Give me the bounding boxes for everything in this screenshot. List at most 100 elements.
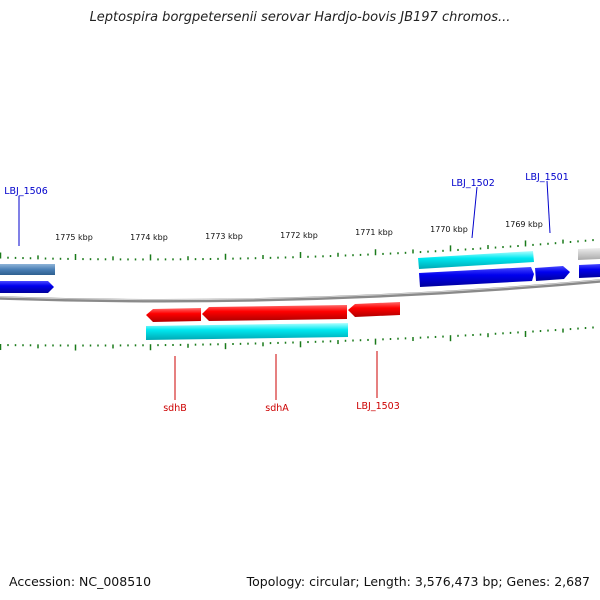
minor-tick xyxy=(397,252,399,255)
minor-tick xyxy=(344,339,347,342)
accession-text: Accession: NC_008510 xyxy=(9,574,152,589)
gene-label-lbj1501[interactable]: LBJ_1501 xyxy=(525,172,569,234)
minor-tick xyxy=(239,342,242,345)
major-tick xyxy=(299,341,302,348)
major-tick xyxy=(0,252,2,259)
minor-tick xyxy=(284,256,287,259)
minor-tick xyxy=(209,257,212,260)
major-tick xyxy=(524,330,527,337)
map-title: Leptospira borgpetersenii serovar Hardjo… xyxy=(89,10,511,25)
cds-bar-lbj1502[interactable] xyxy=(418,251,534,269)
minor-tick xyxy=(562,239,564,244)
svg-text:LBJ_1503: LBJ_1503 xyxy=(356,401,400,412)
minor-tick xyxy=(367,338,369,341)
minor-tick xyxy=(67,344,69,347)
svg-text:LBJ_1502: LBJ_1502 xyxy=(451,178,495,189)
minor-tick xyxy=(442,249,444,252)
minor-tick xyxy=(487,333,489,338)
minor-tick xyxy=(494,246,497,249)
minor-tick xyxy=(352,339,354,342)
minor-tick xyxy=(457,248,459,251)
minor-tick xyxy=(179,258,182,261)
minor-tick xyxy=(112,344,114,349)
major-tick xyxy=(374,338,377,345)
genome-summary-text: Topology: circular; Length: 3,576,473 bp… xyxy=(246,574,590,589)
minor-tick xyxy=(247,257,249,260)
minor-tick xyxy=(142,258,144,261)
gene-arrow-sdha[interactable] xyxy=(202,305,347,321)
minor-tick xyxy=(509,245,512,248)
minor-tick xyxy=(292,256,294,259)
minor-tick xyxy=(554,329,557,332)
gene-arrow-lbj1501[interactable] xyxy=(535,266,570,281)
minor-tick xyxy=(247,342,249,345)
scale-label: 1775 kbp xyxy=(55,233,93,242)
minor-tick xyxy=(494,332,497,335)
minor-tick xyxy=(532,243,534,246)
minor-tick xyxy=(194,343,197,346)
svg-text:LBJ_1501: LBJ_1501 xyxy=(525,172,569,183)
minor-tick xyxy=(59,344,62,347)
minor-tick xyxy=(367,253,369,256)
scale-label: 1774 kbp xyxy=(130,233,168,242)
minor-tick xyxy=(22,257,24,260)
svg-text:sdhA: sdhA xyxy=(265,403,289,414)
feature-bar-left[interactable] xyxy=(0,264,55,275)
minor-tick xyxy=(412,249,414,254)
gene-arrow-right-partial[interactable] xyxy=(579,264,600,278)
minor-tick xyxy=(592,326,594,329)
minor-tick xyxy=(509,331,512,334)
minor-tick xyxy=(119,344,122,347)
minor-tick xyxy=(404,251,407,254)
minor-tick xyxy=(569,328,572,331)
minor-tick xyxy=(217,343,219,346)
minor-tick xyxy=(37,344,39,349)
minor-tick xyxy=(382,252,384,255)
cds-bar-sdh[interactable] xyxy=(146,323,348,340)
minor-tick xyxy=(172,343,174,346)
gene-label-sdhb[interactable]: sdhB xyxy=(163,356,187,414)
feature-bar-right-gray[interactable] xyxy=(578,248,600,260)
minor-tick xyxy=(142,344,144,347)
minor-tick xyxy=(187,343,189,348)
minor-tick xyxy=(397,337,399,340)
gene-label-lbj1506[interactable]: LBJ_1506 xyxy=(4,186,48,246)
minor-tick xyxy=(502,246,504,249)
minor-tick xyxy=(134,258,137,261)
gene-arrow-sdhb[interactable] xyxy=(146,308,201,322)
major-tick xyxy=(0,344,2,351)
minor-tick xyxy=(562,328,564,333)
minor-tick xyxy=(202,343,204,346)
minor-tick xyxy=(104,258,107,261)
gene-label-sdha[interactable]: sdhA xyxy=(265,354,289,414)
minor-tick xyxy=(464,248,467,251)
minor-tick xyxy=(577,240,579,243)
major-tick xyxy=(524,240,527,247)
upper-scale-ticks xyxy=(0,239,594,261)
minor-tick xyxy=(539,330,542,333)
minor-tick xyxy=(382,338,384,341)
gene-arrow-lbj1502[interactable] xyxy=(419,267,534,287)
minor-tick xyxy=(269,256,272,259)
minor-tick xyxy=(29,257,32,260)
minor-tick xyxy=(37,255,39,260)
minor-tick xyxy=(29,344,32,347)
minor-tick xyxy=(314,255,317,258)
gene-label-lbj1502[interactable]: LBJ_1502 xyxy=(451,178,495,239)
minor-tick xyxy=(172,258,174,261)
minor-tick xyxy=(7,256,9,259)
minor-tick xyxy=(194,258,197,261)
minor-tick xyxy=(434,335,437,338)
gene-arrow-lbj1503[interactable] xyxy=(348,302,400,317)
minor-tick xyxy=(359,253,362,256)
gene-arrow-lbj1506[interactable] xyxy=(0,281,54,293)
scale-label: 1770 kbp xyxy=(430,225,468,234)
minor-tick xyxy=(269,342,272,345)
gene-label-lbj1503[interactable]: LBJ_1503 xyxy=(356,351,400,412)
minor-tick xyxy=(517,245,519,247)
major-tick xyxy=(224,343,227,350)
major-tick xyxy=(74,344,77,351)
minor-tick xyxy=(97,258,99,261)
minor-tick xyxy=(577,327,579,330)
